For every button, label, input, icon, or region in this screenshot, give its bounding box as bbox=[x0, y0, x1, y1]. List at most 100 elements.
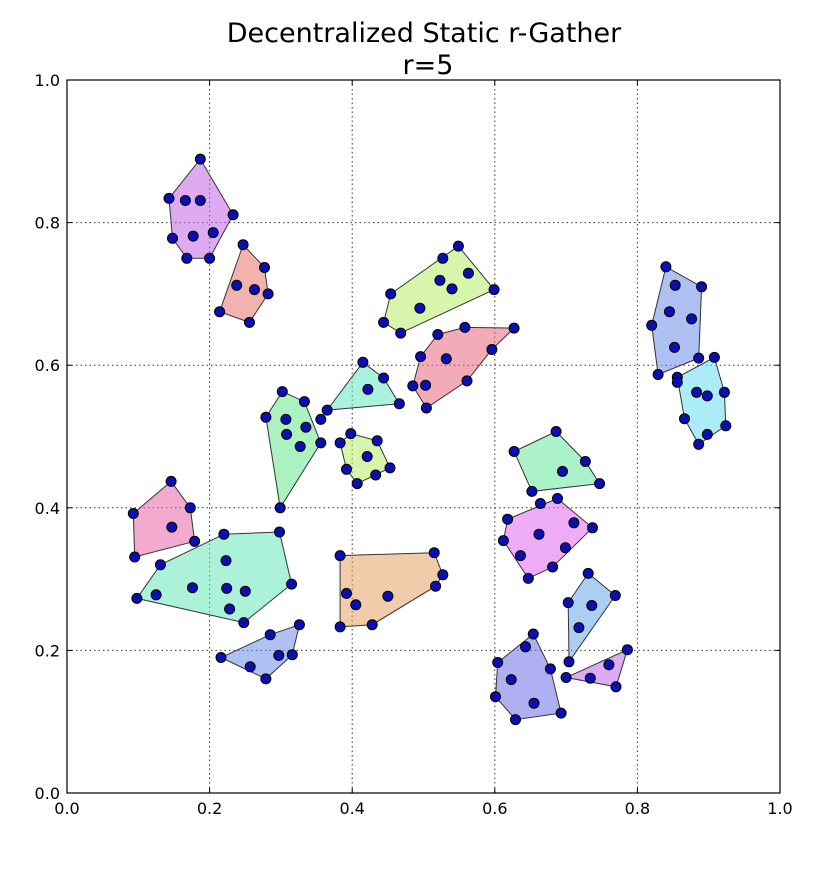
data-point bbox=[550, 426, 562, 437]
cluster-hull-6 bbox=[676, 356, 727, 446]
data-point bbox=[286, 649, 298, 661]
data-point bbox=[181, 252, 193, 264]
cluster-hull-7 bbox=[326, 361, 401, 411]
data-point bbox=[708, 351, 720, 363]
data-point bbox=[679, 413, 690, 425]
data-point bbox=[573, 622, 585, 634]
y-axis-ticks: 0.0 0.2 0.4 0.6 0.8 1.0 bbox=[35, 71, 780, 803]
data-point bbox=[664, 306, 675, 318]
data-point bbox=[150, 589, 162, 601]
data-points bbox=[127, 153, 732, 726]
data-point bbox=[508, 446, 520, 457]
x-tick-label: 0.0 bbox=[54, 799, 79, 818]
data-point bbox=[395, 327, 407, 339]
x-tick-label: 0.2 bbox=[197, 799, 222, 818]
data-point bbox=[459, 321, 471, 333]
cluster-hull-1 bbox=[168, 158, 234, 259]
data-point bbox=[510, 714, 521, 726]
data-point bbox=[345, 428, 357, 440]
data-point bbox=[586, 600, 598, 611]
y-tick-label: 0.6 bbox=[35, 356, 60, 375]
data-point bbox=[610, 681, 622, 693]
data-point bbox=[264, 629, 276, 641]
data-point bbox=[350, 599, 362, 611]
data-point bbox=[603, 659, 615, 671]
data-point bbox=[194, 195, 206, 206]
cluster-hull-4 bbox=[412, 326, 516, 409]
data-point bbox=[486, 344, 498, 355]
data-point bbox=[194, 153, 206, 165]
data-point bbox=[366, 619, 378, 631]
data-point bbox=[544, 663, 556, 675]
data-point bbox=[718, 386, 730, 398]
data-point bbox=[204, 252, 216, 264]
data-point bbox=[384, 462, 396, 474]
data-point bbox=[129, 551, 141, 563]
data-point bbox=[490, 691, 501, 703]
data-point bbox=[260, 673, 272, 685]
data-point bbox=[378, 372, 390, 384]
data-point bbox=[214, 306, 226, 318]
data-point bbox=[244, 316, 255, 328]
data-point bbox=[281, 428, 293, 440]
data-point bbox=[555, 707, 567, 719]
data-point bbox=[669, 279, 681, 291]
cluster-hull-18 bbox=[564, 648, 629, 688]
data-point bbox=[505, 674, 517, 686]
data-point bbox=[557, 465, 568, 477]
data-point bbox=[370, 469, 382, 481]
data-point bbox=[562, 597, 574, 609]
x-axis-ticks: 0.0 0.2 0.4 0.6 0.8 1.0 bbox=[54, 80, 793, 818]
data-point bbox=[440, 353, 452, 365]
data-point bbox=[547, 561, 559, 573]
data-point bbox=[189, 535, 201, 547]
cluster-hull-13 bbox=[339, 552, 444, 628]
cluster-hull-5 bbox=[651, 266, 703, 376]
data-point bbox=[237, 239, 249, 251]
data-point bbox=[215, 652, 227, 663]
data-point bbox=[351, 478, 363, 490]
data-point bbox=[594, 478, 606, 490]
data-point bbox=[508, 322, 520, 334]
cluster-hull-2 bbox=[218, 243, 269, 324]
data-point bbox=[220, 555, 232, 567]
x-tick-label: 1.0 bbox=[767, 799, 792, 818]
data-point bbox=[166, 521, 178, 533]
data-point bbox=[224, 603, 236, 615]
data-point bbox=[321, 404, 333, 416]
data-point bbox=[579, 456, 591, 467]
data-point bbox=[165, 475, 177, 487]
grid-lines bbox=[67, 80, 780, 793]
data-point bbox=[300, 421, 312, 433]
y-tick-label: 0.8 bbox=[35, 214, 60, 233]
x-tick-label: 0.6 bbox=[482, 799, 507, 818]
data-point bbox=[357, 356, 369, 368]
cluster-hull-10 bbox=[513, 430, 601, 492]
data-point bbox=[361, 451, 373, 462]
data-point bbox=[294, 441, 306, 452]
y-tick-label: 0.4 bbox=[35, 499, 60, 518]
data-point bbox=[502, 513, 514, 525]
data-point bbox=[693, 352, 705, 364]
data-point bbox=[462, 267, 474, 279]
data-point bbox=[218, 528, 230, 540]
data-point bbox=[315, 413, 327, 425]
data-point bbox=[696, 281, 708, 293]
data-point bbox=[187, 230, 199, 242]
data-point bbox=[701, 428, 713, 440]
cluster-hull-8 bbox=[265, 390, 322, 510]
data-point bbox=[527, 628, 539, 640]
data-point bbox=[446, 283, 458, 295]
data-point bbox=[587, 522, 598, 534]
data-point bbox=[515, 550, 526, 562]
data-point bbox=[437, 252, 449, 264]
data-point bbox=[362, 383, 374, 395]
data-point bbox=[652, 369, 664, 380]
data-point bbox=[415, 351, 427, 363]
data-point bbox=[249, 284, 260, 296]
chart-subtitle: r=5 bbox=[403, 50, 454, 81]
cluster-hull-3 bbox=[383, 245, 495, 334]
data-point bbox=[533, 528, 545, 540]
data-point bbox=[274, 526, 285, 538]
